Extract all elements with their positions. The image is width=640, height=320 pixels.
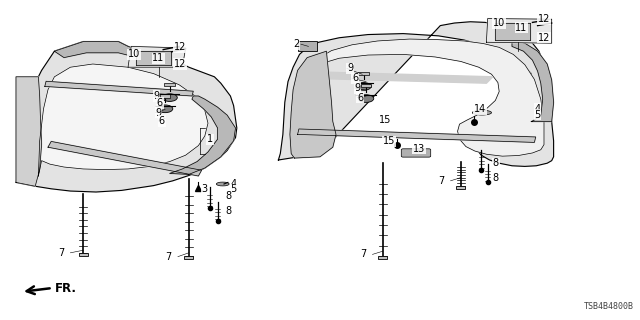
Polygon shape	[16, 42, 237, 192]
Text: 7: 7	[165, 252, 172, 262]
Polygon shape	[128, 46, 186, 67]
Text: 10: 10	[493, 18, 505, 28]
Text: 6: 6	[157, 98, 163, 108]
Text: 12: 12	[538, 33, 550, 43]
Polygon shape	[38, 64, 208, 176]
Text: 6: 6	[159, 116, 165, 126]
Bar	[495, 23, 530, 40]
Polygon shape	[314, 72, 493, 83]
Polygon shape	[298, 129, 536, 142]
Bar	[136, 51, 171, 65]
FancyBboxPatch shape	[358, 72, 369, 75]
Text: 13: 13	[413, 144, 425, 154]
Circle shape	[356, 83, 371, 90]
Text: TSB4B4800B: TSB4B4800B	[584, 302, 634, 311]
Polygon shape	[290, 51, 336, 158]
Text: 7: 7	[438, 176, 444, 186]
Polygon shape	[486, 19, 552, 43]
Text: 11: 11	[515, 22, 527, 33]
Text: 3: 3	[202, 184, 208, 194]
FancyBboxPatch shape	[298, 41, 317, 51]
Polygon shape	[54, 42, 138, 58]
Text: 9: 9	[154, 91, 160, 101]
FancyBboxPatch shape	[456, 186, 465, 189]
Polygon shape	[294, 39, 544, 156]
FancyBboxPatch shape	[184, 256, 193, 259]
FancyBboxPatch shape	[361, 84, 371, 87]
Text: 12: 12	[538, 14, 550, 24]
Text: 8: 8	[225, 205, 232, 216]
FancyBboxPatch shape	[160, 94, 170, 98]
Polygon shape	[278, 22, 554, 166]
Text: 8: 8	[493, 158, 499, 168]
Text: 11: 11	[152, 53, 164, 63]
Polygon shape	[48, 141, 202, 176]
FancyBboxPatch shape	[378, 256, 387, 259]
Text: 9: 9	[347, 63, 353, 74]
Text: 4: 4	[534, 104, 541, 114]
Text: 15: 15	[383, 136, 395, 147]
Text: 10: 10	[128, 49, 140, 60]
Polygon shape	[512, 40, 554, 122]
Text: 9: 9	[156, 108, 162, 118]
Text: 9: 9	[355, 83, 361, 93]
Text: 7: 7	[58, 248, 64, 258]
Polygon shape	[170, 96, 236, 174]
Circle shape	[358, 95, 374, 102]
Circle shape	[157, 105, 173, 113]
FancyBboxPatch shape	[164, 83, 175, 86]
FancyBboxPatch shape	[79, 253, 88, 256]
FancyBboxPatch shape	[401, 149, 431, 157]
Circle shape	[162, 94, 177, 101]
Text: 12: 12	[174, 42, 186, 52]
Text: 15: 15	[379, 115, 391, 125]
Text: 4: 4	[230, 179, 237, 189]
Polygon shape	[16, 77, 42, 186]
Text: 7: 7	[360, 249, 366, 260]
Text: 6: 6	[352, 73, 358, 84]
Text: 12: 12	[174, 59, 186, 69]
Ellipse shape	[472, 110, 492, 115]
Text: 8: 8	[493, 173, 499, 183]
Text: 5: 5	[230, 184, 237, 195]
Text: 8: 8	[225, 191, 232, 201]
Text: 2: 2	[293, 39, 300, 49]
Text: 5: 5	[534, 109, 541, 120]
Text: 1: 1	[207, 134, 213, 144]
Ellipse shape	[216, 182, 229, 186]
Text: 14: 14	[474, 104, 486, 115]
Text: 6: 6	[357, 92, 364, 103]
Text: FR.: FR.	[55, 282, 77, 295]
Polygon shape	[45, 81, 193, 96]
